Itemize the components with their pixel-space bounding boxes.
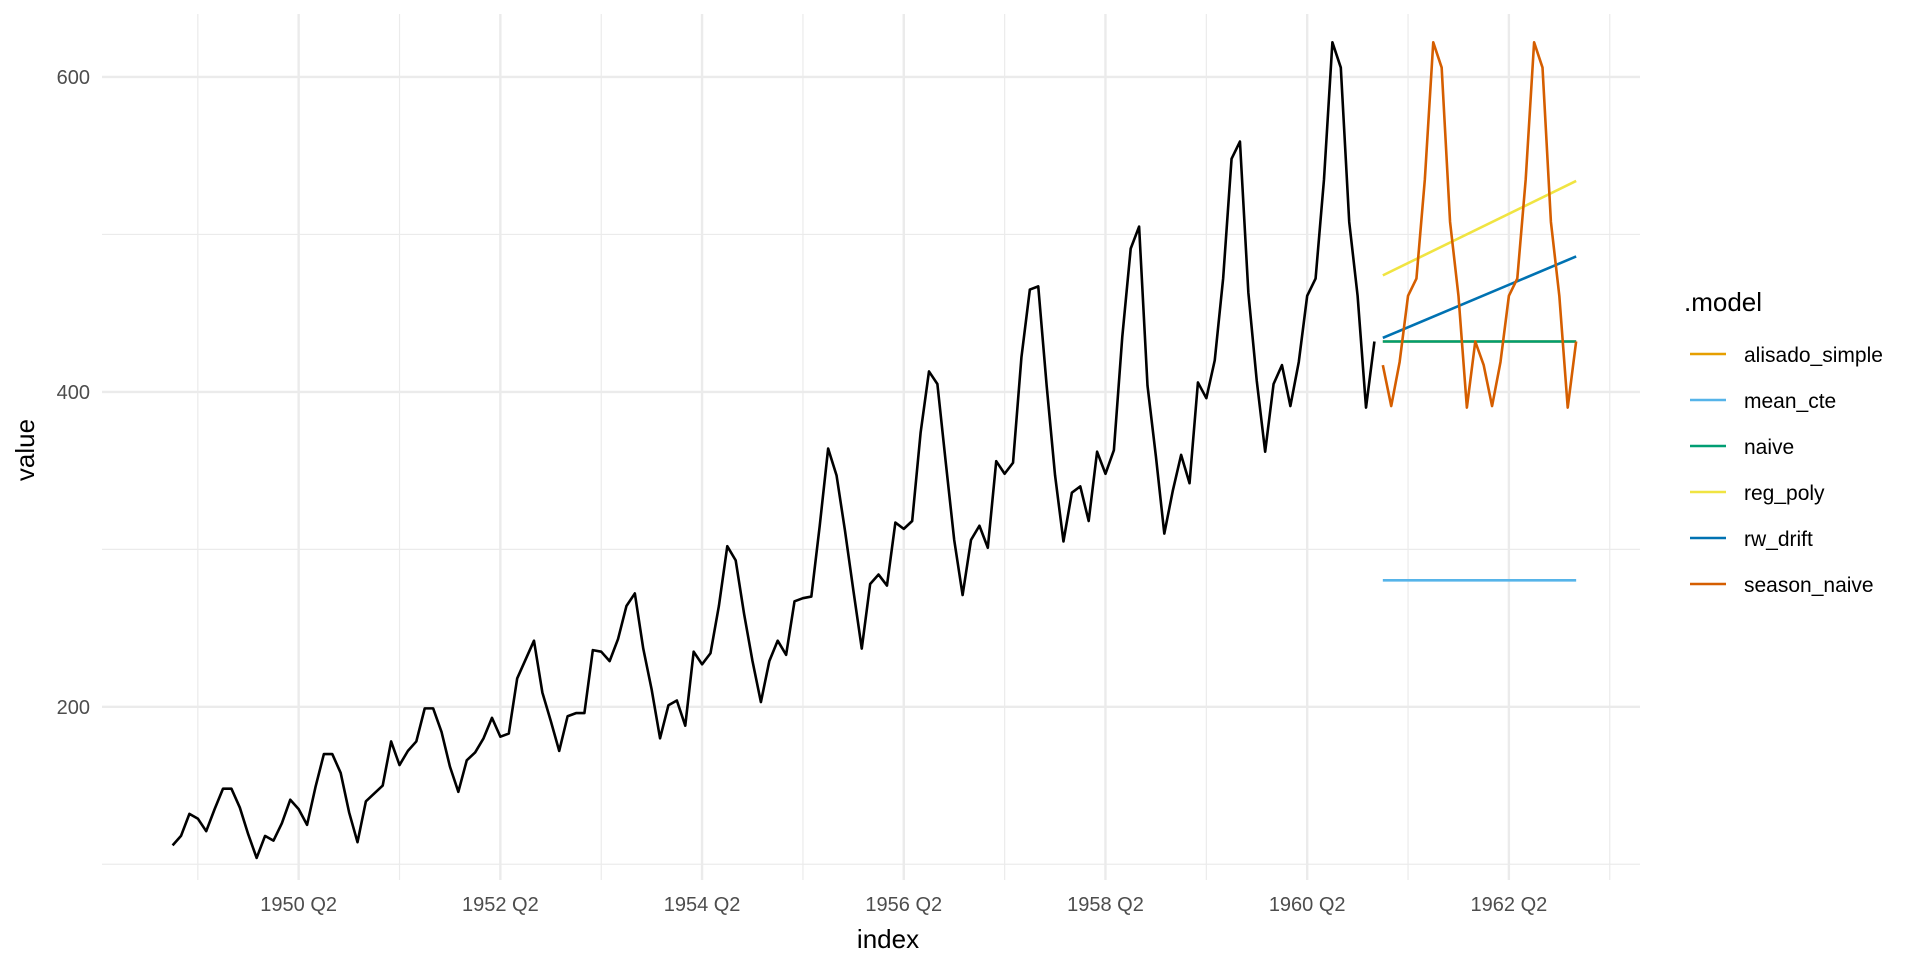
legend-label-rw_drift: rw_drift — [1744, 528, 1813, 551]
x-tick-label: 1958 Q2 — [1067, 894, 1144, 916]
x-tick-label: 1954 Q2 — [664, 894, 741, 916]
series-line-season_naive — [1381, 41, 1578, 409]
legend-title: .model — [1684, 287, 1762, 317]
legend-label-alisado_simple: alisado_simple — [1744, 344, 1883, 367]
x-tick-label: 1950 Q2 — [260, 894, 337, 916]
x-tick-label: 1960 Q2 — [1269, 894, 1346, 916]
grid — [102, 14, 1640, 880]
series-line-rw_drift — [1382, 255, 1577, 340]
x-axis-title: index — [857, 924, 919, 954]
x-tick-label: 1952 Q2 — [462, 894, 539, 916]
y-tick-label: 600 — [57, 67, 90, 89]
plot-lines — [171, 41, 1578, 860]
legend-label-mean_cte: mean_cte — [1744, 390, 1836, 413]
legend-label-reg_poly: reg_poly — [1744, 482, 1825, 505]
legend-label-season_naive: season_naive — [1744, 574, 1874, 597]
legend-label-naive: naive — [1744, 436, 1794, 459]
history-series-line — [171, 41, 1376, 860]
x-tick-label: 1962 Q2 — [1471, 894, 1548, 916]
tick-labels: 200 400 600 1950 Q2 1952 Q2 1954 Q2 1956 Q2 195… — [57, 67, 1548, 916]
y-tick-label: 200 — [57, 697, 90, 719]
x-tick-label: 1956 Q2 — [865, 894, 942, 916]
y-tick-label: 400 — [57, 382, 90, 404]
y-axis-title: value — [10, 419, 40, 481]
series-line-reg_poly — [1382, 179, 1577, 277]
